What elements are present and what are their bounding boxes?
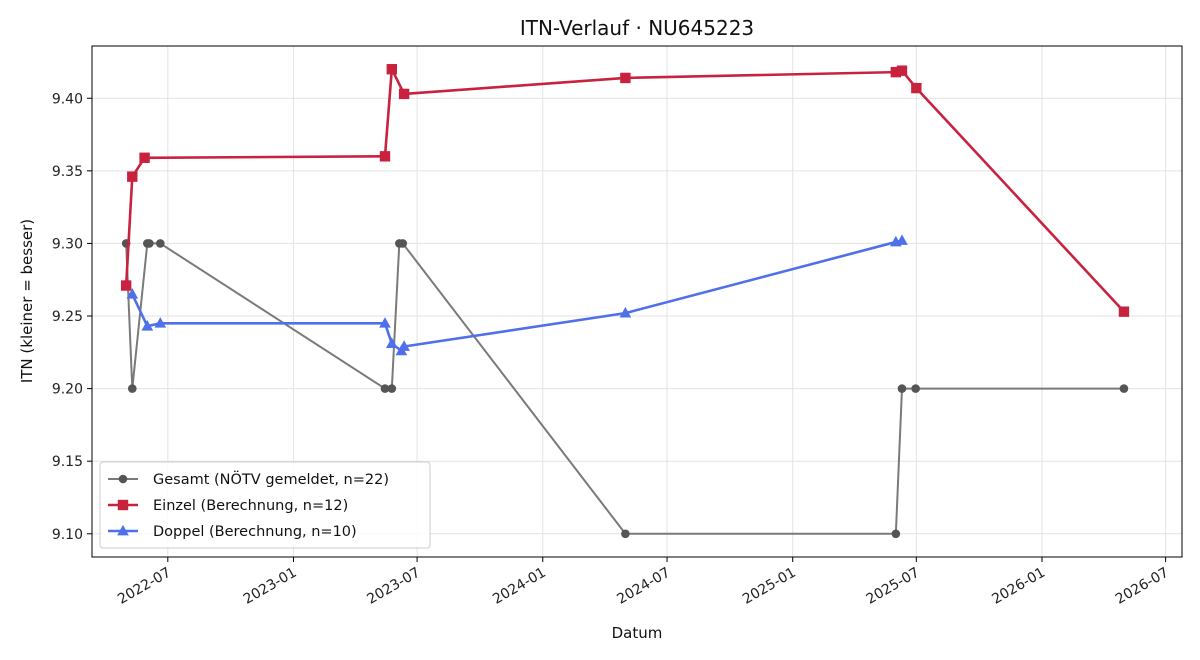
data-point: [890, 66, 902, 78]
data-point: [620, 72, 631, 84]
legend-entry-label: Einzel (Berechnung, n=12): [153, 498, 348, 514]
data-point: [911, 82, 922, 94]
data-point: [896, 65, 908, 76]
data-point: [896, 234, 908, 245]
y-tick-label: 9.20: [52, 382, 83, 398]
y-tick-label: 9.35: [52, 164, 83, 180]
data-point: [387, 384, 397, 393]
data-point: [386, 337, 398, 348]
data-point: [897, 384, 907, 393]
y-axis-label: ITN (kleiner = besser): [18, 219, 36, 383]
data-point: [155, 239, 165, 248]
data-point: [127, 171, 138, 182]
legend-entry-label: Gesamt (NÖTV gemeldet, n=22): [153, 470, 389, 488]
legend-marker: [118, 474, 128, 484]
data-point: [139, 152, 150, 163]
chart-title: ITN-Verlauf · NU645223: [520, 16, 754, 40]
data-point: [398, 88, 410, 100]
legend-marker: [117, 499, 129, 511]
x-axis-label: Datum: [612, 624, 663, 642]
data-point: [891, 529, 901, 539]
series-square: [120, 64, 1130, 317]
data-point: [379, 317, 391, 328]
legend-marker: [117, 524, 129, 536]
data-point: [398, 340, 410, 351]
series-layer: [120, 64, 1130, 539]
y-tick-label: 9.40: [52, 91, 83, 107]
data-point: [126, 288, 139, 299]
plot-frame: [91, 45, 1183, 558]
data-point: [154, 317, 167, 328]
data-point: [398, 239, 408, 248]
legend: Gesamt (NÖTV gemeldet, n=22) Einzel (Bere…: [99, 461, 431, 549]
data-point: [1119, 384, 1129, 393]
y-tick-label: 9.15: [52, 454, 83, 470]
y-axis-ticks: 9.10 9.15 9.20 9.25 9.30 9.35 9.40: [52, 91, 92, 543]
y-tick-label: 9.10: [52, 527, 83, 543]
y-tick-label: 9.30: [52, 236, 83, 252]
y-tick-label: 9.25: [52, 309, 83, 325]
data-point: [380, 384, 390, 393]
data-point: [621, 529, 630, 539]
series-circle: [121, 239, 1129, 539]
legend-entry-label: Doppel (Berechnung, n=10): [153, 524, 357, 540]
data-point: [386, 64, 398, 75]
data-point: [619, 306, 632, 318]
data-point: [127, 384, 137, 393]
data-point: [120, 280, 132, 291]
data-point: [1118, 306, 1130, 317]
series-triangle: [126, 234, 908, 356]
data-point: [141, 319, 154, 331]
gridlines: [92, 46, 1182, 557]
legend-box: [99, 461, 431, 549]
data-point: [145, 239, 154, 248]
data-point: [379, 151, 391, 162]
data-point: [911, 384, 920, 393]
